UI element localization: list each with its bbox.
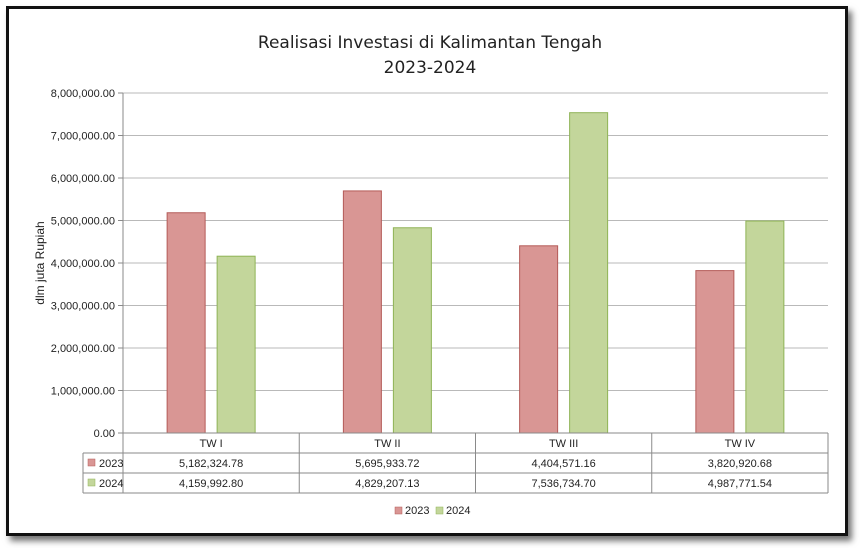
bar-2024-2 [392,227,432,434]
category-label: TW IV [725,438,756,450]
data-label: 4,404,571.16 [532,458,596,470]
legend-label-2023: 2023 [405,505,429,517]
table-series-name: 2024 [99,478,123,490]
bar-2024-4 [745,220,785,434]
data-label: 4,987,771.54 [708,478,772,490]
table-legend-key [87,458,96,467]
bar-2023-4 [695,270,735,434]
data-label: 3,820,920.68 [708,458,772,470]
y-tick-label: 8,000,000.00 [51,88,115,100]
legend-label-2024: 2024 [446,505,470,517]
data-label: 7,536,734.70 [532,478,596,490]
bar-2023-1 [166,212,206,434]
y-tick-label: 0.00 [94,428,115,440]
y-tick-label: 7,000,000.00 [51,131,115,143]
category-label: TW I [200,438,223,450]
data-label: 5,182,324.78 [179,458,243,470]
y-tick-label: 1,000,000.00 [51,386,115,398]
bar-2024-3 [569,112,609,434]
legend-key-2024 [435,506,444,515]
chart-subtitle: 2023-2024 [383,58,477,78]
table-legend-key [87,478,96,487]
y-tick-label: 3,000,000.00 [51,301,115,313]
category-label: TW II [374,438,400,450]
table-series-name: 2023 [99,458,123,470]
y-tick-label: 5,000,000.00 [51,216,115,228]
category-label: TW III [549,438,578,450]
chart-title: Realisasi Investasi di Kalimantan Tengah [257,33,603,53]
legend-key-2023 [394,506,403,515]
bar-2023-3 [519,245,559,434]
y-tick-label: 6,000,000.00 [51,173,115,185]
bar-2023-2 [342,190,382,434]
y-tick-label: 2,000,000.00 [51,343,115,355]
data-label: 4,829,207.13 [355,478,419,490]
y-axis-label: dlm juta Rupiah [33,221,47,304]
data-label: 4,159,992.80 [179,478,243,490]
data-label: 5,695,933.72 [355,458,419,470]
bar-2024-1 [216,255,256,434]
y-tick-label: 4,000,000.00 [51,258,115,270]
